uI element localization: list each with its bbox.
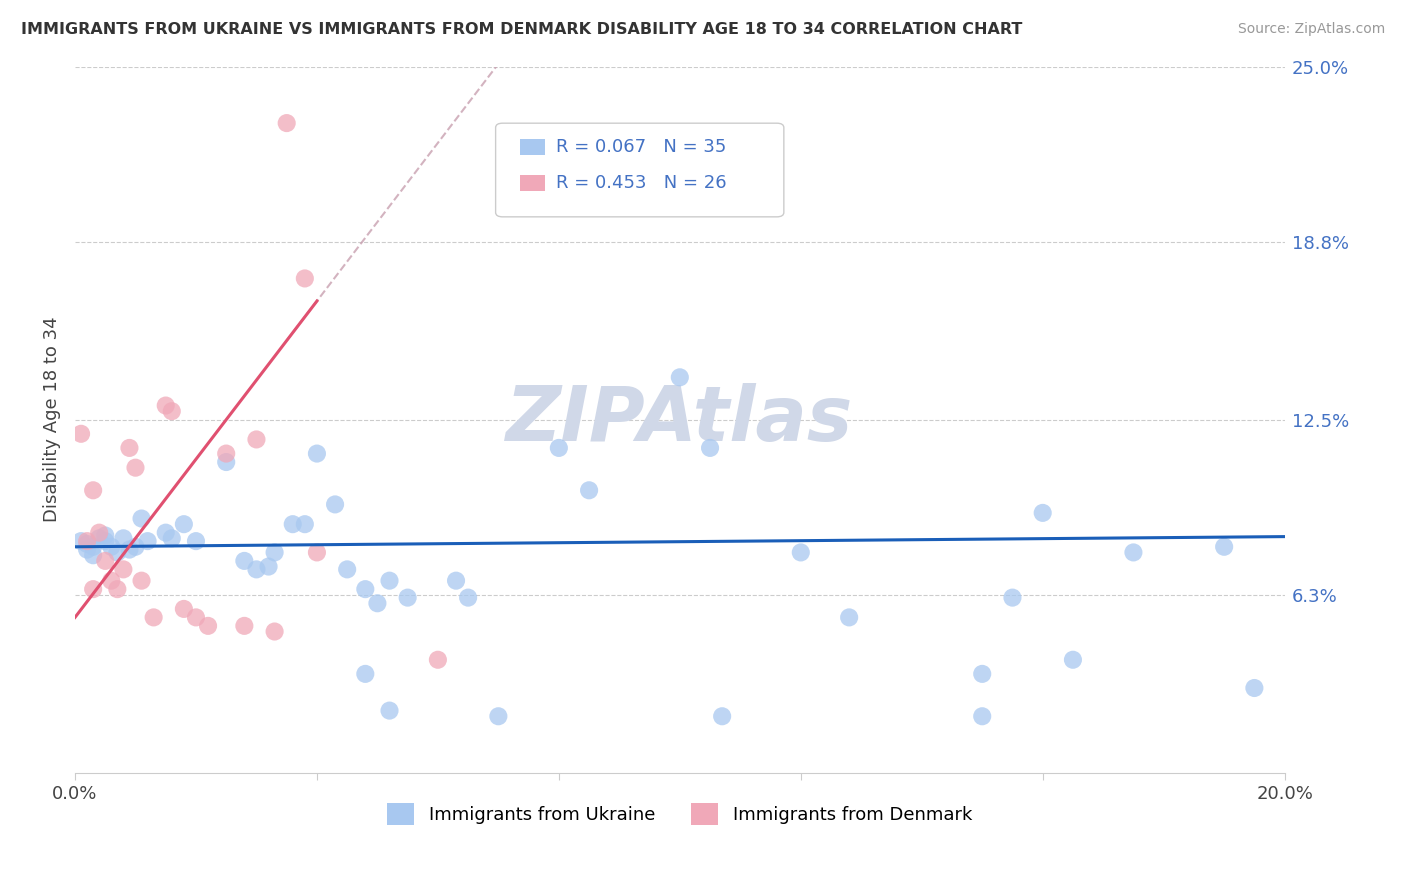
Point bbox=[1001, 591, 1024, 605]
Point bbox=[142, 610, 165, 624]
Point bbox=[378, 574, 401, 588]
Point bbox=[486, 709, 509, 723]
Point bbox=[457, 591, 479, 605]
Point bbox=[124, 460, 146, 475]
Point bbox=[972, 709, 994, 723]
Point bbox=[1243, 681, 1265, 695]
Text: ZIPAtlas: ZIPAtlas bbox=[506, 383, 853, 457]
Point bbox=[263, 545, 285, 559]
Text: R = 0.453   N = 26: R = 0.453 N = 26 bbox=[557, 174, 727, 192]
Point bbox=[70, 426, 93, 441]
Point bbox=[294, 517, 316, 532]
Point bbox=[118, 441, 141, 455]
Point bbox=[94, 554, 117, 568]
Point bbox=[838, 610, 860, 624]
Text: R = 0.067   N = 35: R = 0.067 N = 35 bbox=[557, 138, 727, 156]
Point bbox=[76, 537, 98, 551]
Point bbox=[366, 596, 388, 610]
Point bbox=[197, 619, 219, 633]
Point bbox=[972, 666, 994, 681]
Text: Source: ZipAtlas.com: Source: ZipAtlas.com bbox=[1237, 22, 1385, 37]
Point bbox=[160, 404, 183, 418]
Point bbox=[263, 624, 285, 639]
Point bbox=[699, 441, 721, 455]
Point bbox=[323, 497, 346, 511]
Point bbox=[82, 548, 104, 562]
Point bbox=[100, 540, 122, 554]
Point bbox=[444, 574, 467, 588]
Point bbox=[1122, 545, 1144, 559]
Point bbox=[173, 517, 195, 532]
Point bbox=[305, 446, 328, 460]
Point bbox=[89, 531, 111, 545]
Point bbox=[233, 619, 256, 633]
Point bbox=[215, 446, 238, 460]
Point bbox=[578, 483, 600, 498]
Point bbox=[245, 562, 267, 576]
Point bbox=[76, 542, 98, 557]
Point bbox=[336, 562, 359, 576]
Legend: Immigrants from Ukraine, Immigrants from Denmark: Immigrants from Ukraine, Immigrants from… bbox=[378, 794, 981, 834]
Point bbox=[94, 534, 117, 549]
Point bbox=[426, 653, 449, 667]
Point bbox=[547, 441, 569, 455]
Point bbox=[354, 582, 377, 596]
Point bbox=[100, 574, 122, 588]
Point bbox=[354, 666, 377, 681]
Point bbox=[82, 582, 104, 596]
Point bbox=[112, 531, 135, 545]
Point bbox=[124, 540, 146, 554]
Point bbox=[131, 574, 153, 588]
Point bbox=[245, 433, 267, 447]
Point bbox=[305, 545, 328, 559]
Point bbox=[276, 116, 298, 130]
Point bbox=[1213, 540, 1236, 554]
Point bbox=[76, 534, 98, 549]
Point bbox=[396, 591, 419, 605]
Point bbox=[790, 545, 813, 559]
Point bbox=[184, 610, 207, 624]
Point bbox=[155, 399, 177, 413]
Point bbox=[82, 483, 104, 498]
Point bbox=[131, 511, 153, 525]
Point bbox=[184, 534, 207, 549]
Point bbox=[89, 525, 111, 540]
Point bbox=[378, 704, 401, 718]
Point bbox=[1032, 506, 1054, 520]
Point bbox=[173, 602, 195, 616]
Point bbox=[70, 534, 93, 549]
Point bbox=[112, 562, 135, 576]
Point bbox=[711, 709, 734, 723]
Text: IMMIGRANTS FROM UKRAINE VS IMMIGRANTS FROM DENMARK DISABILITY AGE 18 TO 34 CORRE: IMMIGRANTS FROM UKRAINE VS IMMIGRANTS FR… bbox=[21, 22, 1022, 37]
Point bbox=[118, 542, 141, 557]
Point bbox=[160, 531, 183, 545]
Point bbox=[233, 554, 256, 568]
Point bbox=[215, 455, 238, 469]
Point bbox=[105, 582, 128, 596]
Point bbox=[669, 370, 692, 384]
Point bbox=[105, 545, 128, 559]
Y-axis label: Disability Age 18 to 34: Disability Age 18 to 34 bbox=[44, 317, 60, 523]
Point bbox=[82, 540, 104, 554]
Point bbox=[294, 271, 316, 285]
Point bbox=[281, 517, 304, 532]
Point bbox=[257, 559, 280, 574]
Point bbox=[136, 534, 159, 549]
Point bbox=[94, 528, 117, 542]
Point bbox=[155, 525, 177, 540]
Point bbox=[1062, 653, 1084, 667]
